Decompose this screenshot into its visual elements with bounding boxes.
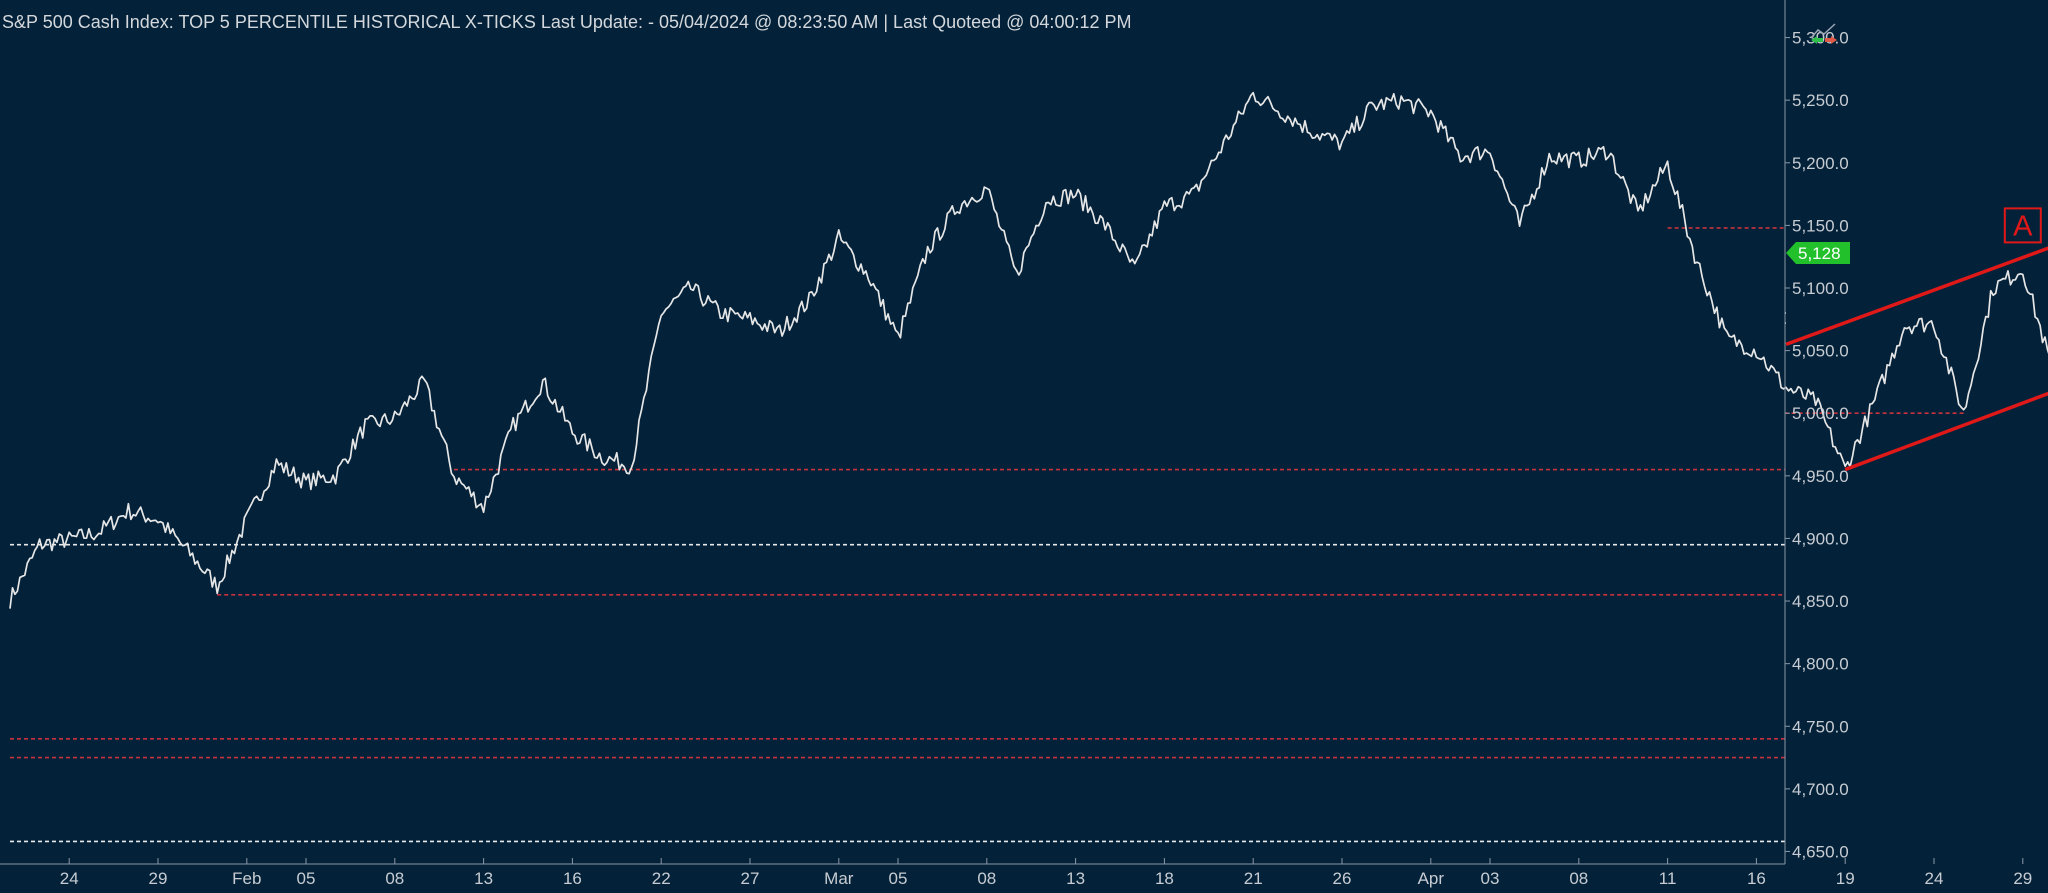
x-tick-label: 29 (2013, 869, 2032, 888)
x-tick-label: Mar (824, 869, 854, 888)
annotation-label: A (2013, 210, 2033, 242)
y-tick-label: 5,200.0 (1792, 154, 1849, 173)
x-tick-label: 08 (1569, 869, 1588, 888)
x-tick-label: 03 (1481, 869, 1500, 888)
x-tick-label: 24 (1925, 869, 1944, 888)
y-tick-label: 4,750.0 (1792, 717, 1849, 736)
x-tick-label: 19 (1836, 869, 1855, 888)
x-tick-label: 13 (1066, 869, 1085, 888)
x-tick-label: 11 (1659, 869, 1677, 888)
price-tag-shape (1786, 241, 1850, 264)
x-tick-label: 05 (297, 869, 316, 888)
y-tick-label: 4,650.0 (1792, 842, 1849, 861)
y-tick-label: 4,700.0 (1792, 780, 1849, 799)
x-tick-label: 27 (741, 869, 760, 888)
y-tick-label: 5,000.0 (1792, 404, 1849, 423)
y-tick-label: 5,250.0 (1792, 91, 1849, 110)
x-tick-label: 08 (977, 869, 996, 888)
channel-line-0 (1785, 246, 2048, 346)
reference-lines (10, 227, 1964, 843)
x-tick-label: 16 (1747, 869, 1766, 888)
x-tick-label: 29 (149, 869, 168, 888)
y-tick-label: 4,850.0 (1792, 592, 1849, 611)
chart-tools-icon[interactable] (1808, 20, 1838, 44)
axes (0, 0, 1786, 865)
chart-title: S&P 500 Cash Index: TOP 5 PERCENTILE HIS… (2, 12, 1131, 32)
annotations: ABC (1785, 207, 2048, 472)
x-tick-label: 13 (474, 869, 493, 888)
y-tick-label: 4,800.0 (1792, 655, 1849, 674)
x-tick-label: 22 (652, 869, 671, 888)
x-tick-label: 08 (385, 869, 404, 888)
x-tick-labels: 24 29 Feb 05 08 13 16 22 27 Mar 05 08 13 18 21 26 Apr 03 0… (60, 858, 2032, 888)
x-tick-label: Feb (232, 869, 261, 888)
last-price-tag: 5,128 (1786, 241, 1850, 264)
x-tick-label: 21 (1244, 869, 1263, 888)
x-tick-label: 16 (563, 869, 582, 888)
x-tick-label: Apr (1418, 869, 1445, 888)
price-line (9, 91, 2048, 609)
x-tick-label: 24 (60, 869, 79, 888)
y-tick-labels: 5,300.05,250.05,200.05,150.05,100.05,050… (1785, 29, 1849, 861)
last-price-label: 5,128 (1798, 244, 1841, 263)
y-tick-label: 4,950.0 (1792, 467, 1849, 486)
annotation-a: A (2003, 207, 2042, 244)
y-tick-label: 5,050.0 (1792, 342, 1849, 361)
price-series (9, 91, 2048, 609)
channel-line-1 (1844, 391, 2048, 472)
x-tick-label: 26 (1333, 869, 1352, 888)
x-tick-label: 18 (1155, 869, 1174, 888)
x-tick-label: 05 (889, 869, 908, 888)
y-tick-label: 4,900.0 (1792, 529, 1849, 548)
y-tick-label: 5,150.0 (1792, 216, 1849, 235)
y-tick-label: 5,100.0 (1792, 279, 1849, 298)
